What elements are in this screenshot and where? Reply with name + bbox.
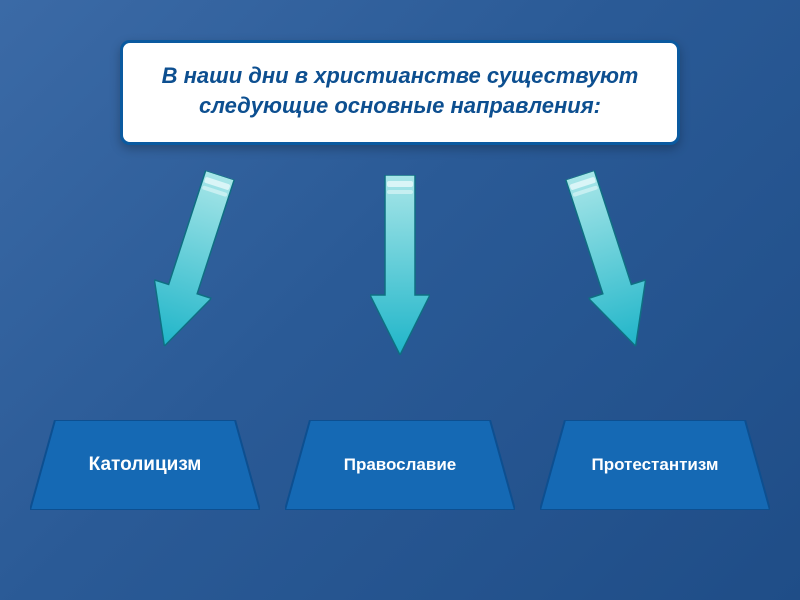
- branch-label-0: Католицизм: [30, 420, 260, 510]
- title-box: В наши дни в христианстве существуют сле…: [120, 40, 680, 145]
- title-text: В наши дни в христианстве существуют сле…: [153, 61, 647, 120]
- branch-label-2: Протестантизм: [540, 420, 770, 510]
- branch-box-2: Протестантизм: [540, 420, 770, 510]
- branch-box-0: Католицизм: [30, 420, 260, 510]
- arrow-right: [551, 166, 664, 356]
- arrow-center: [370, 175, 430, 355]
- branch-box-1: Православие: [285, 420, 515, 510]
- branch-label-1: Православие: [285, 420, 515, 510]
- slide-root: В наши дни в христианстве существуют сле…: [0, 0, 800, 600]
- arrow-left: [136, 166, 249, 356]
